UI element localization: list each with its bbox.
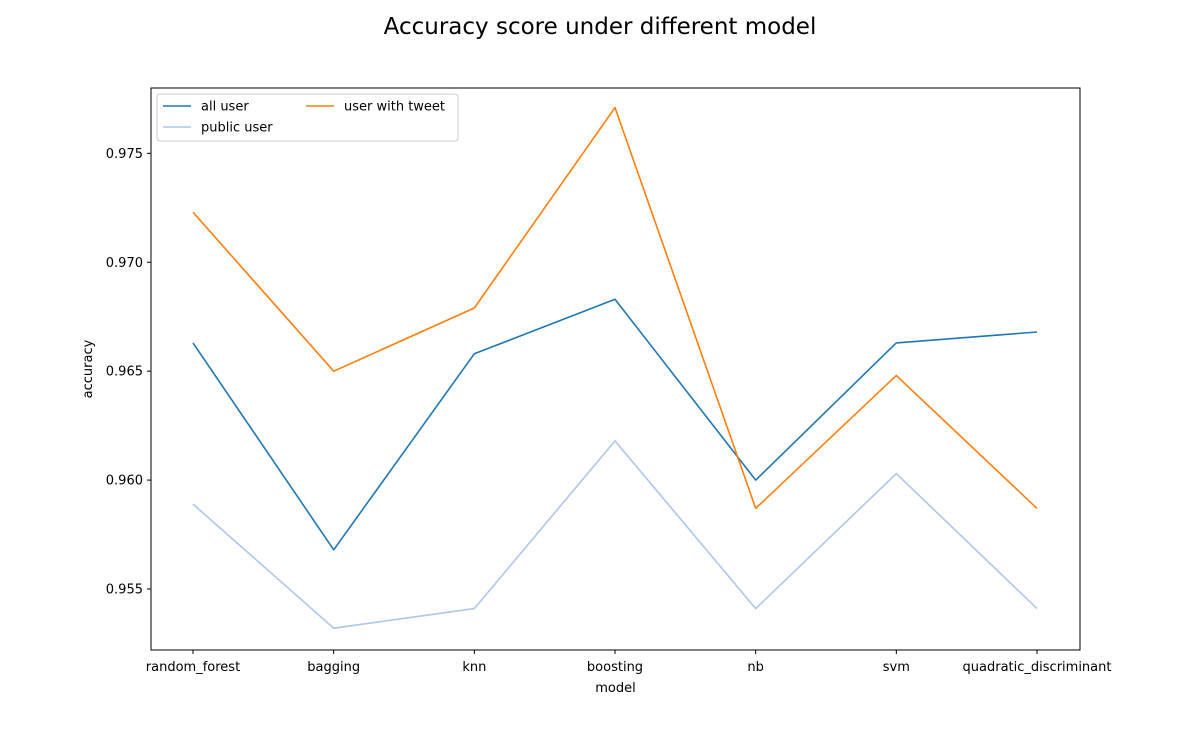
series-line-user-with-tweet — [192, 106, 1038, 510]
x-tick-label: nb — [747, 660, 764, 675]
legend: all user public user user with tweet — [156, 93, 459, 142]
y-tick-label: 0.960 — [106, 474, 143, 489]
series-line-all-user — [192, 298, 1038, 551]
y-tick-label: 0.955 — [106, 583, 143, 598]
x-tick-label: knn — [462, 660, 486, 675]
chart-title: Accuracy score under different model — [384, 14, 817, 40]
legend-label: public user — [201, 121, 273, 136]
x-tick-label: quadratic_discriminant — [963, 660, 1112, 675]
y-tick-label: 0.965 — [106, 365, 143, 380]
x-tick-label: bagging — [307, 660, 360, 675]
series-line-public-user — [192, 440, 1038, 630]
y-tick-label: 0.970 — [106, 256, 143, 271]
axis-ticks: random_forest bagging knn boosting nb svm quad… — [106, 147, 1112, 675]
x-tick-label: random_forest — [146, 660, 240, 675]
y-axis-label: accuracy — [81, 339, 96, 398]
x-tick-label: boosting — [587, 660, 643, 675]
legend-label: user with tweet — [344, 100, 445, 115]
y-tick-label: 0.975 — [106, 147, 143, 162]
x-axis-label: model — [595, 681, 635, 696]
legend-label: all user — [201, 100, 249, 115]
x-tick-label: svm — [883, 660, 910, 675]
legend-box — [156, 93, 459, 142]
series-layer — [192, 106, 1038, 630]
